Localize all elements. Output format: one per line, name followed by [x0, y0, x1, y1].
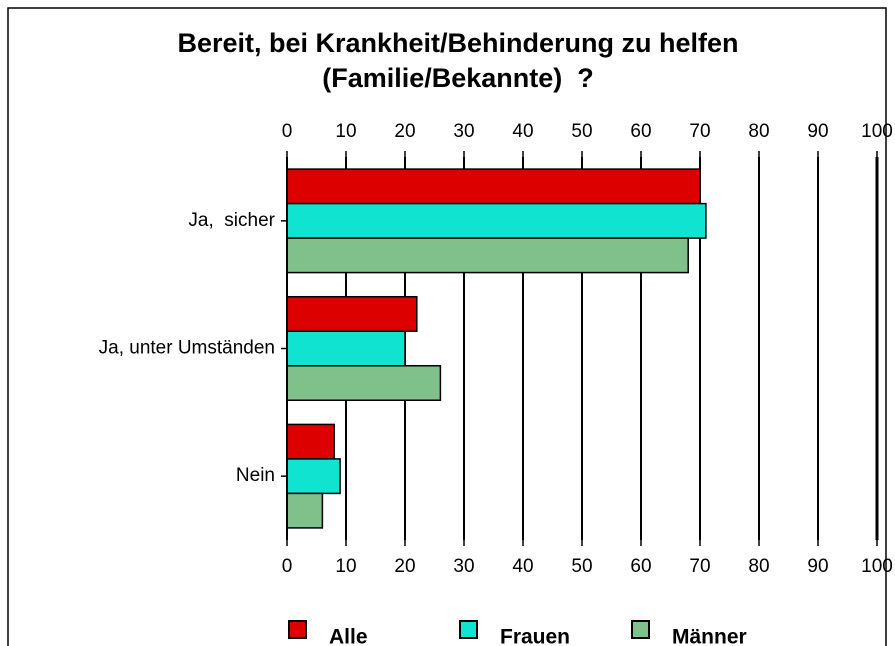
x-tick-label: 90 — [807, 121, 828, 142]
chart-title: (Familie/Bekannte) ? — [322, 63, 594, 93]
x-tick-label: 40 — [512, 556, 533, 577]
y-tick-label: Nein — [236, 465, 275, 486]
x-tick-label: 80 — [748, 556, 769, 577]
x-tick-label: 50 — [571, 556, 592, 577]
bar — [286, 237, 689, 274]
x-tick-label: 80 — [748, 121, 769, 142]
x-tick-label: 0 — [282, 556, 293, 577]
bar — [286, 423, 335, 460]
x-tick-label: 10 — [335, 121, 356, 142]
x-tick-label: 0 — [282, 121, 293, 142]
frame — [7, 7, 887, 646]
bar — [286, 492, 324, 529]
legend-label: Frauen — [500, 626, 570, 646]
bar — [286, 168, 701, 205]
x-tick-label: 20 — [394, 121, 415, 142]
x-tick-label: 40 — [512, 121, 533, 142]
chart-title: Bereit, bei Krankheit/Behinderung zu hel… — [177, 28, 738, 58]
bar — [286, 330, 406, 367]
bar — [286, 458, 341, 495]
bar — [286, 365, 442, 401]
legend-swatch — [459, 620, 478, 639]
legend-label: Alle — [329, 626, 368, 646]
x-tick-label: 30 — [453, 556, 474, 577]
x-tick-label: 60 — [630, 121, 651, 142]
x-tick-label: 90 — [807, 556, 828, 577]
x-tick-label: 20 — [394, 556, 415, 577]
x-tick-label: 60 — [630, 556, 651, 577]
x-tick-label: 70 — [689, 556, 710, 577]
legend-swatch — [631, 620, 650, 639]
x-tick-label: 100 — [861, 121, 893, 142]
x-tick-label: 10 — [335, 556, 356, 577]
bar — [286, 296, 418, 332]
x-tick-label: 70 — [689, 121, 710, 142]
legend-label: Männer — [672, 626, 747, 646]
x-tick-label: 30 — [453, 121, 474, 142]
y-tick-label: Ja, sicher — [188, 210, 275, 231]
y-tick-label: Ja, unter Umständen — [99, 338, 275, 359]
x-tick-label: 100 — [861, 556, 893, 577]
bar — [286, 202, 707, 239]
legend-swatch — [288, 620, 307, 639]
x-tick-label: 50 — [571, 121, 592, 142]
